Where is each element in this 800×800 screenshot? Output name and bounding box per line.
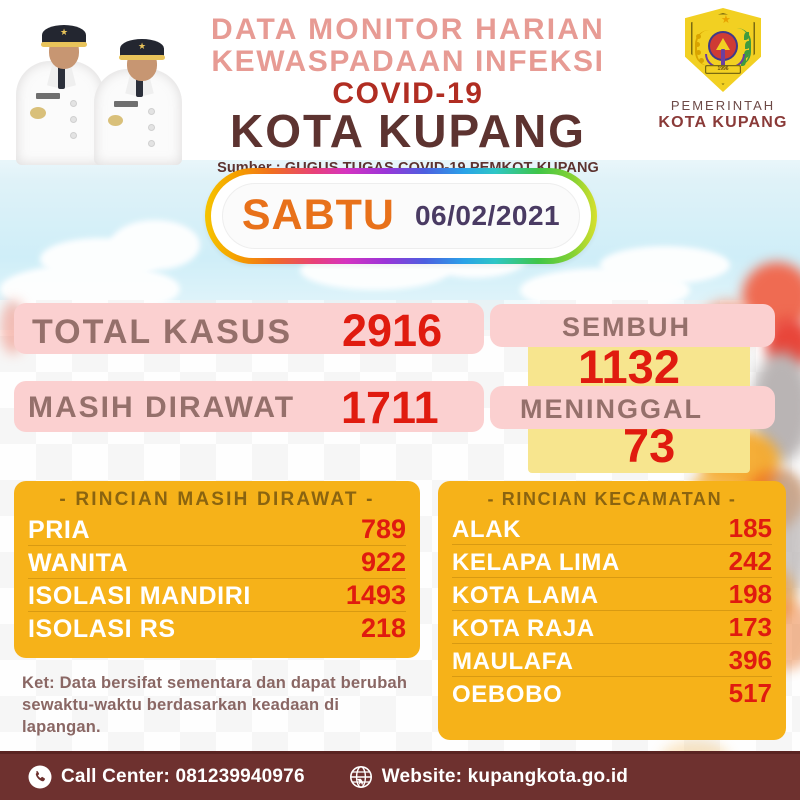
still-treated-value: 1711 bbox=[341, 382, 439, 433]
row-value: 922 bbox=[360, 547, 406, 577]
recovered-bar bbox=[490, 304, 775, 347]
title-city: KOTA KUPANG bbox=[230, 105, 586, 158]
globe-icon bbox=[349, 766, 372, 788]
deaths-label: MENINGGAL bbox=[520, 394, 703, 424]
panel-rincian-masih-dirawat: - RINCIAN MASIH DIRAWAT - PRIA 789 WANIT… bbox=[14, 481, 420, 658]
row-value: 173 bbox=[728, 612, 772, 642]
row-value: 789 bbox=[360, 514, 406, 544]
website-text: Website: kupangkota.go.id bbox=[381, 766, 629, 787]
table-row: MAULAFA 396 bbox=[452, 644, 772, 677]
table-row: KELAPA LIMA 242 bbox=[452, 545, 772, 578]
row-value: 1493 bbox=[345, 580, 406, 610]
title-covid-label: COVID-19 bbox=[332, 76, 484, 110]
poster-title: DATA MONITOR HARIAN KEWASPADAAN INFEKSI … bbox=[178, 14, 638, 176]
row-value: 242 bbox=[728, 546, 772, 576]
emblem-caption-line-1: PEMERINTAH bbox=[670, 98, 776, 113]
title-line-1: DATA MONITOR HARIAN bbox=[211, 13, 605, 46]
coat-of-arms-icon: ★ 1996 bbox=[685, 8, 761, 92]
table-row: WANITA 922 bbox=[28, 546, 406, 579]
deaths-value: 73 bbox=[623, 419, 676, 472]
emblem-caption-line-2: KOTA KUPANG bbox=[658, 114, 788, 131]
phone-icon bbox=[28, 765, 52, 789]
recovered-label: SEMBUH bbox=[562, 312, 692, 342]
row-label: ISOLASI RS bbox=[28, 615, 176, 643]
row-value: 198 bbox=[728, 579, 772, 609]
total-cases-bar bbox=[14, 303, 484, 354]
table-row: PRIA 789 bbox=[28, 513, 406, 546]
row-label: MAULAFA bbox=[452, 648, 574, 675]
panel-kecamatan-title: - RINCIAN KECAMATAN - bbox=[487, 489, 737, 509]
row-value: 517 bbox=[728, 678, 772, 708]
table-row: KOTA LAMA 198 bbox=[452, 578, 772, 611]
call-center-item: Call Center: 081239940976 bbox=[28, 765, 305, 789]
table-row: OEBOBO 517 bbox=[452, 677, 772, 709]
row-label: KOTA LAMA bbox=[452, 582, 599, 609]
table-row: KOTA RAJA 173 bbox=[452, 611, 772, 644]
government-emblem-block: ★ 1996 PEMERINTAH KOTA KUPANG bbox=[648, 8, 798, 132]
still-treated-label: MASIH DIRAWAT bbox=[28, 391, 296, 424]
title-line-2: KEWASPADAAN INFEKSI COVID-19 bbox=[178, 44, 638, 110]
officials-photo: ★ ★ bbox=[6, 0, 196, 165]
website-item: Website: kupangkota.go.id bbox=[349, 765, 628, 789]
table-row: ALAK 185 bbox=[452, 512, 772, 545]
date-value: 06/02/2021 bbox=[414, 199, 561, 231]
panel-rincian-kecamatan: - RINCIAN KECAMATAN - ALAK 185 KELAPA LI… bbox=[438, 481, 786, 740]
row-label: KELAPA LIMA bbox=[452, 549, 620, 576]
day-name: SABTU bbox=[241, 191, 395, 240]
call-center-text: Call Center: 081239940976 bbox=[61, 766, 305, 787]
row-value: 396 bbox=[728, 645, 772, 675]
footer-bar: Call Center: 081239940976 Website: kupan… bbox=[0, 754, 800, 800]
still-treated-bar bbox=[14, 381, 484, 432]
row-label: KOTA RAJA bbox=[452, 615, 595, 642]
total-cases-label: TOTAL KASUS bbox=[32, 313, 293, 351]
emblem-year: 1996 bbox=[717, 66, 729, 72]
row-label: PRIA bbox=[28, 516, 91, 544]
row-label: ISOLASI MANDIRI bbox=[28, 582, 251, 610]
row-label: WANITA bbox=[28, 549, 129, 577]
title-line-2-text: KEWASPADAAN INFEKSI bbox=[211, 44, 605, 78]
row-value: 218 bbox=[360, 613, 406, 643]
row-label: ALAK bbox=[452, 516, 522, 543]
total-cases-value: 2916 bbox=[342, 305, 443, 356]
disclaimer-note: Ket: Data bersifat sementara dan dapat b… bbox=[22, 674, 408, 736]
row-value: 185 bbox=[728, 513, 772, 543]
panel-dirawat-title: - RINCIAN MASIH DIRAWAT - bbox=[59, 489, 375, 510]
deaths-bar bbox=[490, 386, 775, 429]
footer-divider bbox=[0, 751, 800, 754]
table-row: ISOLASI MANDIRI 1493 bbox=[28, 579, 406, 612]
table-row: ISOLASI RS 218 bbox=[28, 612, 406, 644]
date-banner: SABTU 06/02/2021 bbox=[205, 168, 597, 264]
row-label: OEBOBO bbox=[452, 681, 563, 708]
recovered-value: 1132 bbox=[578, 340, 680, 393]
